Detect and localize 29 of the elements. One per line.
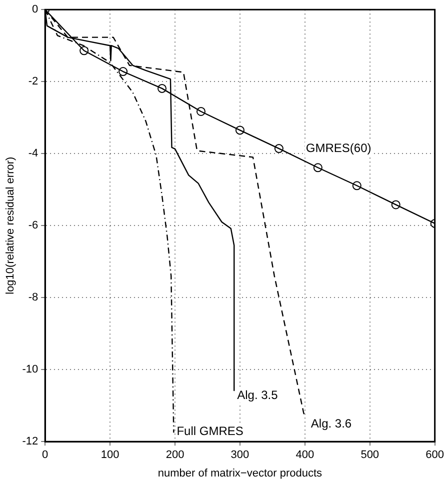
point xyxy=(274,144,284,154)
y-tick-label: -2 xyxy=(28,76,38,88)
x-tick-label: 300 xyxy=(230,449,250,462)
series-label: Alg. 3.5 xyxy=(237,388,278,402)
point xyxy=(352,181,362,190)
x-tick-label: 100 xyxy=(100,449,120,462)
y-axis-title: log10(relative residual error) xyxy=(4,156,17,294)
y-tick-label: -4 xyxy=(28,148,38,160)
y-tick-label: -8 xyxy=(28,292,38,304)
y-tick-label: 0 xyxy=(32,4,38,16)
x-tick-label: 600 xyxy=(426,449,444,462)
x-tick-label: 500 xyxy=(360,449,380,462)
x-tick-label: 200 xyxy=(166,449,184,462)
point xyxy=(196,106,206,116)
series-label: Alg. 3.6 xyxy=(310,416,352,431)
point xyxy=(313,163,322,172)
series-label: GMRES(60) xyxy=(306,140,372,155)
x-tick-label: 0 xyxy=(42,449,48,462)
point xyxy=(118,67,128,76)
series-label: Full GMRES xyxy=(176,424,244,438)
y-tick-label: -6 xyxy=(28,220,38,232)
point xyxy=(235,126,244,135)
point xyxy=(80,46,89,56)
x-tick-label: 400 xyxy=(296,449,314,462)
y-tick-label: -10 xyxy=(22,364,38,376)
y-tick-label: -12 xyxy=(22,436,38,448)
point xyxy=(158,84,167,93)
point xyxy=(391,200,400,210)
x-axis-title: number of matrix−vector products xyxy=(158,467,323,480)
